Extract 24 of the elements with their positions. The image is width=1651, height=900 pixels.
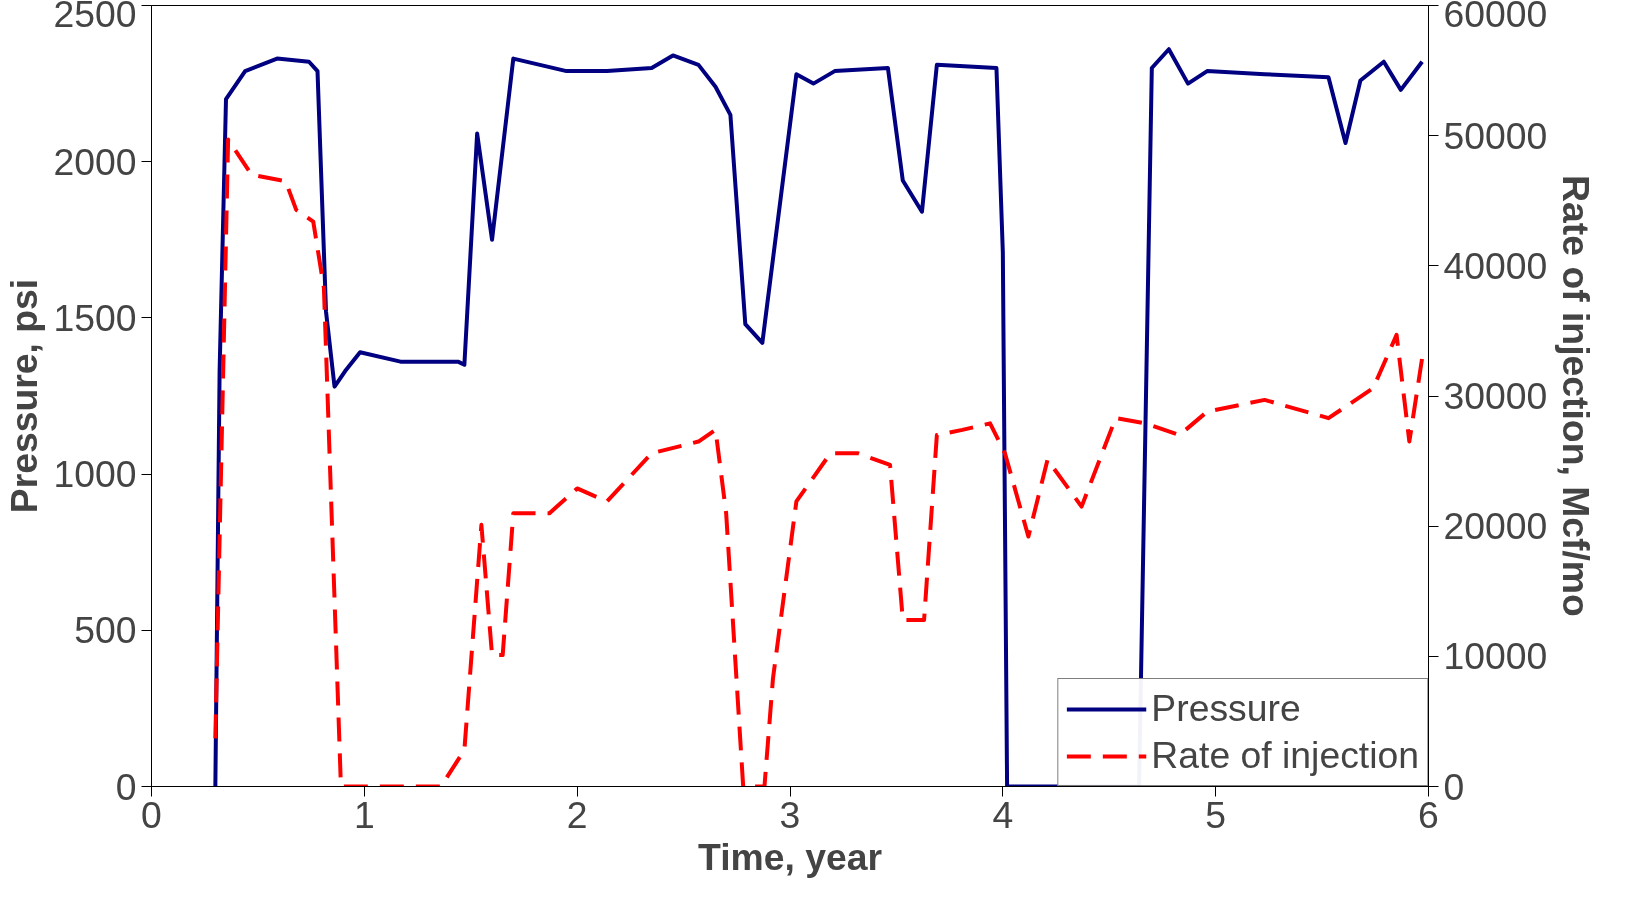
legend-label: Rate of injection	[1151, 734, 1419, 777]
x-tick-label: 6	[1418, 793, 1439, 836]
y2-tick-label: 10000	[1443, 635, 1548, 678]
x-tick-label: 1	[353, 793, 375, 836]
y2-tick-label: 60000	[1443, 0, 1548, 35]
y-tick-label: 1500	[53, 296, 137, 339]
x-tick-label: 5	[1205, 793, 1227, 836]
y2-tick-label: 20000	[1443, 505, 1548, 548]
x-axis-title: Time, year	[698, 835, 882, 878]
y2-tick-label: 0	[1443, 765, 1465, 808]
legend-label: Pressure	[1151, 687, 1301, 730]
y2-tick-label: 40000	[1443, 244, 1548, 287]
y2-axis-title: Rate of injection, Mcf/mo	[1555, 175, 1598, 617]
x-tick-label: 2	[566, 793, 588, 836]
y-tick-label: 1000	[53, 453, 137, 496]
y2-tick-label: 30000	[1443, 375, 1548, 417]
y-axis-title: Pressure, psi	[3, 278, 46, 514]
x-tick-label: 3	[779, 793, 801, 836]
y2-tick-label: 50000	[1443, 114, 1548, 157]
y-tick-label: 2500	[53, 0, 137, 35]
y-tick-label: 2000	[53, 140, 137, 183]
y-tick-label: 0	[115, 765, 137, 808]
y-tick-label: 500	[74, 609, 137, 652]
x-tick-label: 4	[992, 793, 1014, 836]
